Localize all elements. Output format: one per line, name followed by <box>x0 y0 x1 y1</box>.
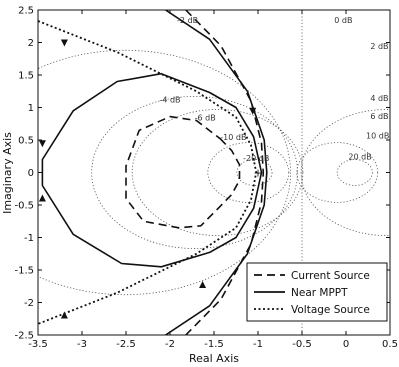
y-axis-label: Imaginary Axis <box>1 132 14 214</box>
y-tick-label: -1 <box>24 233 34 244</box>
db-annotation: 6 dB <box>370 112 388 121</box>
series-group <box>38 10 268 335</box>
y-tick-label: 1.5 <box>18 71 34 82</box>
series-line-current-source <box>125 115 241 229</box>
db-annotation: 0 dB <box>334 16 352 25</box>
db-annotation: -10 dB <box>220 133 246 142</box>
y-tick-label: -1.5 <box>14 266 34 277</box>
x-tick-label: 0.5 <box>382 339 398 350</box>
legend: Current Source Near MPPT Voltage Source <box>246 262 388 322</box>
db-contour-0 <box>236 159 273 186</box>
db-contour-6 <box>296 142 379 203</box>
y-tick-label: 0.5 <box>18 136 34 147</box>
x-tick-label: -2.5 <box>116 339 136 350</box>
db-annotation: -2 dB <box>177 16 198 25</box>
series-line-near-mppt-branch <box>165 10 268 335</box>
direction-arrow-5 <box>249 107 257 115</box>
legend-label: Near MPPT <box>291 287 348 299</box>
db-annotation: -6 dB <box>195 114 216 123</box>
db-contour-1 <box>207 142 290 203</box>
x-tick-label: 0 <box>343 339 349 350</box>
db-annotation: 2 dB <box>370 42 388 51</box>
x-axis-label: Real Axis <box>189 352 239 365</box>
y-tick-label: 0 <box>28 168 34 179</box>
direction-arrow-1 <box>38 194 46 202</box>
legend-label: Voltage Source <box>291 304 370 316</box>
db-annotation: -4 dB <box>159 95 180 104</box>
x-tick-label: -3 <box>77 339 87 350</box>
y-tick-label: 1 <box>28 103 34 114</box>
series-line-current-source-branch <box>185 10 265 335</box>
db-contour-4 <box>38 49 291 296</box>
x-tick-label: -3.5 <box>28 339 48 350</box>
db-annotation: -20 dB <box>243 154 269 163</box>
db-annotation: 4 dB <box>370 94 388 103</box>
db-contour-3 <box>91 96 298 249</box>
x-tick-label: -2 <box>165 339 175 350</box>
y-tick-label: 2.5 <box>18 6 34 17</box>
critical-point-marker: + <box>253 167 262 180</box>
y-tick-label: 2 <box>28 38 34 49</box>
series-line-voltage-source <box>38 20 258 325</box>
y-tick-label: -2.5 <box>14 331 34 342</box>
db-contour-5 <box>300 109 390 236</box>
db-annotation: 10 dB <box>366 132 389 141</box>
db-contour-2 <box>131 109 304 236</box>
y-tick-label: -2 <box>24 298 34 309</box>
direction-arrow-3 <box>60 311 68 319</box>
db-contour-7 <box>336 159 373 186</box>
db-annotation: 20 dB <box>348 153 371 162</box>
db-annotations: 0 dB -2 dB 2 dB 4 dB 6 dB 10 dB 20 dB -4 dB -6 d… <box>159 16 389 163</box>
x-tick-label: -1.5 <box>204 339 224 350</box>
direction-arrow-4 <box>199 280 207 288</box>
x-tick-label: -0.5 <box>292 339 312 350</box>
db-contours: + <box>38 10 390 335</box>
series-line-near-mppt <box>41 72 263 268</box>
legend-label: Current Source <box>291 270 370 282</box>
y-tick-label: -0.5 <box>14 201 34 212</box>
axis-ticks: -3.5 -3 -2.5 -2 -1.5 -1 -0.5 0 0.5 -2.5 -2 -1.5 -1 -0… <box>14 6 397 351</box>
direction-arrow-0 <box>38 140 46 148</box>
x-tick-label: -1 <box>253 339 263 350</box>
direction-arrow-2 <box>60 39 68 47</box>
